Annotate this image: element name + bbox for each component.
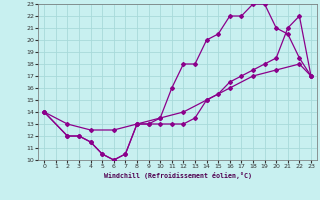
X-axis label: Windchill (Refroidissement éolien,°C): Windchill (Refroidissement éolien,°C): [104, 172, 252, 179]
